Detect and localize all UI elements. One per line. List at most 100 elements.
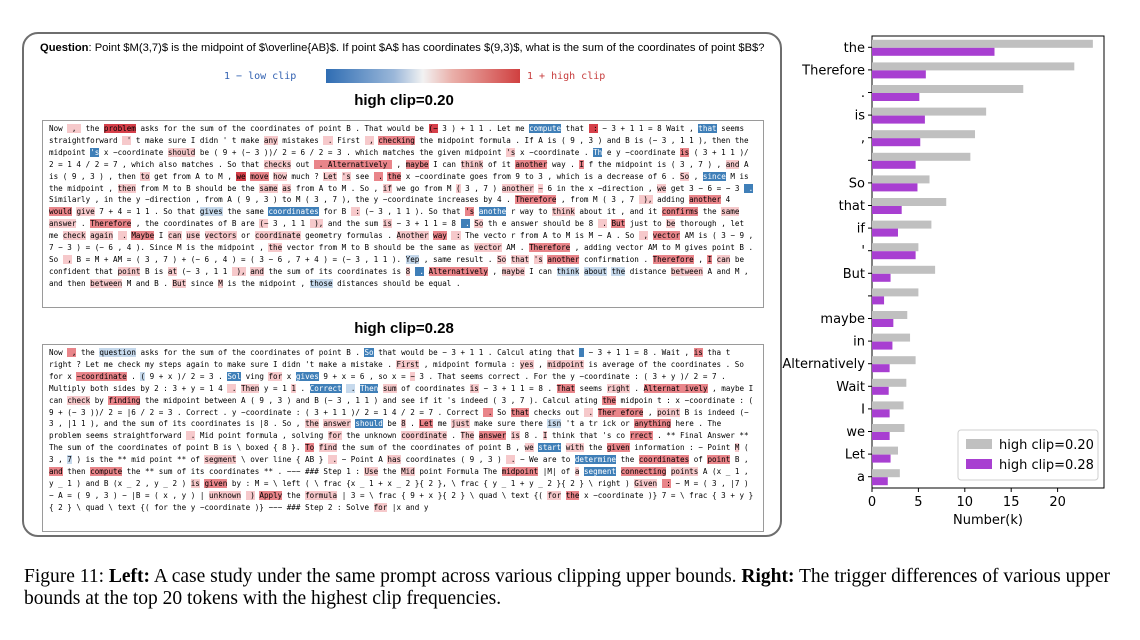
bar — [872, 454, 891, 463]
token: is — [469, 383, 479, 393]
token: But — [611, 219, 626, 229]
token: any — [263, 135, 278, 145]
token: . — [126, 371, 141, 381]
token: . — [314, 159, 324, 169]
y-tick-label: Let — [845, 448, 865, 463]
token: . — [460, 219, 470, 229]
token: (− 3 , 1 1 — [177, 266, 232, 276]
legend-label: high clip=0.20 — [999, 438, 1094, 453]
token: ) — [245, 490, 255, 500]
y-tick-label: So — [849, 176, 865, 191]
token: that would be − 3 + 1 1 . Calcul ating t… — [373, 348, 580, 357]
caption-right-text: The trigger differences of various upper… — [24, 566, 1110, 609]
token: , — [62, 254, 72, 264]
case1-heading: high clip=0.20 — [354, 92, 454, 109]
token: is — [680, 147, 690, 157]
token: So — [474, 219, 484, 229]
token: − — [410, 371, 415, 381]
token: the ** sum of its coordinates ** . −−− #… — [122, 467, 365, 477]
token: maybe — [405, 159, 429, 169]
token: 9 + x = 6 , so x = — [318, 371, 411, 381]
token: ), — [231, 266, 246, 276]
token: Apply — [259, 490, 283, 500]
token: another — [689, 195, 722, 205]
token: ( — [140, 371, 146, 381]
token: , adding vector AM to M gives point B . … — [49, 243, 758, 264]
token: M is the midpoint , — [49, 171, 754, 193]
token: the sum of its coordinates is — [263, 266, 406, 276]
token: / 2 = 3 . Correct . y −coordinate : ( 3 … — [135, 407, 484, 417]
chart-svg: the Therefore. is, So that if ' But maybe in Alter… — [782, 35, 1105, 528]
token: . — [117, 231, 127, 241]
token: for — [373, 502, 388, 512]
token: another — [547, 254, 580, 264]
token: unknown — [209, 490, 242, 500]
bar — [872, 93, 920, 101]
token: e y −coordinate — [602, 147, 680, 157]
token: AM is ( 3 − 9 , 7 − 3 ) = (− 6 , 4 ). Si… — [49, 231, 758, 253]
token: Mid point formula , solving — [195, 431, 328, 441]
x-tick-label: 20 — [1049, 495, 1066, 510]
token: the — [305, 419, 319, 429]
token — [739, 207, 744, 216]
token: should — [167, 147, 196, 157]
token: finding — [108, 395, 141, 405]
bar — [872, 39, 1093, 48]
bar — [872, 115, 925, 124]
token — [616, 467, 621, 476]
token: , the coordinates of B are — [131, 219, 260, 229]
token: and the sum — [323, 219, 383, 229]
token: So — [492, 407, 511, 417]
token: to — [140, 171, 150, 181]
token: the — [76, 348, 100, 357]
token: given — [204, 478, 228, 488]
y-tick-label: maybe — [820, 312, 865, 327]
bar — [872, 107, 987, 116]
token: the — [81, 124, 104, 133]
token: But — [172, 278, 187, 288]
y-tick-label: . — [861, 86, 865, 101]
token: . — [295, 383, 310, 393]
token: confirms — [661, 207, 699, 217]
token: the — [616, 455, 639, 465]
token: . — [583, 407, 594, 417]
token: Th — [593, 147, 603, 157]
token: that — [561, 124, 589, 133]
colorbar — [326, 69, 520, 83]
legend-swatch — [966, 459, 992, 469]
token: ), — [638, 195, 653, 205]
token: 3 = \ frac { 9 + x }{ 2 } \ quad \ text … — [346, 490, 548, 500]
token: we — [236, 171, 246, 181]
y-tick-label: But — [843, 267, 865, 282]
bar — [872, 62, 1075, 71]
token: that — [510, 254, 530, 264]
token: A (x _ 1 , y _ 1 ) and B (x _ 2 , y _ 2 … — [49, 467, 754, 488]
bar — [872, 130, 976, 139]
token: yes — [519, 359, 534, 369]
token: 's — [465, 207, 475, 217]
token: y = 1 — [259, 383, 292, 393]
token: compute — [90, 467, 123, 477]
token: make sure there — [469, 419, 548, 429]
token: |M| of — [538, 467, 575, 477]
token: . — [744, 183, 754, 193]
token: ( 3 + 1 1 )/ 2 = 1 4 / 2 = 7 , which als… — [49, 147, 754, 169]
clip-frequency-chart: the Therefore. is, So that if ' But maybe in Alter… — [780, 30, 1120, 530]
token: , — [364, 135, 374, 145]
question-label: Question — [40, 42, 89, 54]
token: coordinate — [401, 431, 447, 441]
token: the — [611, 266, 626, 276]
token: : — [661, 478, 671, 488]
token: get 3 − 6 = − 3 — [666, 183, 745, 193]
token: segment — [204, 455, 237, 465]
token: − 3 + 1 1 = 8 — [391, 219, 461, 229]
bar — [872, 311, 908, 319]
token: by : M = \ left ( \ frac {x _ 1 + x _ 2 … — [227, 478, 635, 488]
y-tick-label: Wait — [836, 380, 865, 395]
token: between — [90, 278, 123, 288]
token: B is — [140, 266, 168, 276]
token: gives — [199, 207, 223, 217]
token: 't a tr ick or — [561, 419, 635, 429]
token: − — [538, 183, 543, 193]
token: coordinates ( 9 , 3 ) — [401, 455, 507, 465]
